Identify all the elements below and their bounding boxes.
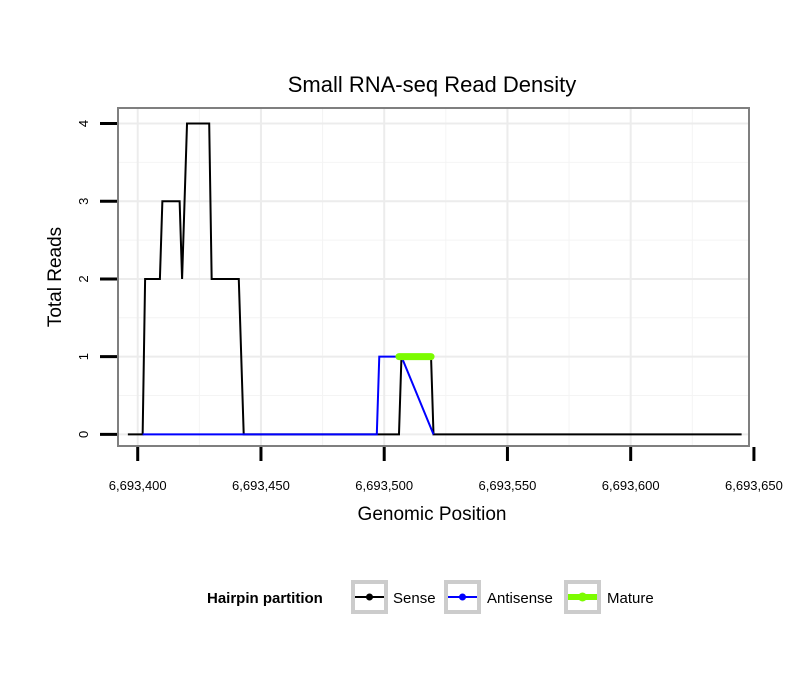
x-tick-label: 6,693,450 — [232, 478, 290, 493]
legend-key-point — [459, 593, 466, 601]
y-axis-label: Total Reads — [45, 227, 66, 327]
x-tick-label: 6,693,550 — [479, 478, 537, 493]
legend-key-point — [366, 593, 373, 601]
legend: Hairpin partition Sense Antisense Mature — [207, 580, 654, 614]
series-layer — [127, 122, 742, 436]
x-tick-label: 6,693,600 — [602, 478, 660, 493]
x-tick-label: 6,693,650 — [725, 478, 783, 493]
x-tick-label: 6,693,500 — [355, 478, 413, 493]
y-tick-label: 1 — [76, 353, 91, 360]
legend-label-mature: Mature — [607, 590, 654, 607]
legend-key-point — [578, 592, 587, 602]
legend-title: Hairpin partition — [207, 590, 323, 607]
plot-border — [117, 107, 750, 447]
axes: 6,693,400 6,693,450 6,693,500 6,693,550 6,69… — [76, 120, 783, 493]
x-tick-label: 6,693,400 — [109, 478, 167, 493]
y-tick-label: 2 — [76, 275, 91, 282]
x-axis-label: Genomic Position — [358, 504, 507, 525]
chart-title: Small RNA-seq Read Density — [288, 72, 577, 97]
y-tick-label: 4 — [76, 120, 91, 127]
legend-label-antisense: Antisense — [487, 590, 553, 607]
plot-panel — [118, 108, 749, 446]
legend-label-sense: Sense — [393, 590, 436, 607]
plot-area — [118, 108, 749, 446]
series-line-antisense — [142, 355, 435, 436]
y-tick-label: 3 — [76, 198, 91, 205]
y-tick-label: 0 — [76, 431, 91, 438]
